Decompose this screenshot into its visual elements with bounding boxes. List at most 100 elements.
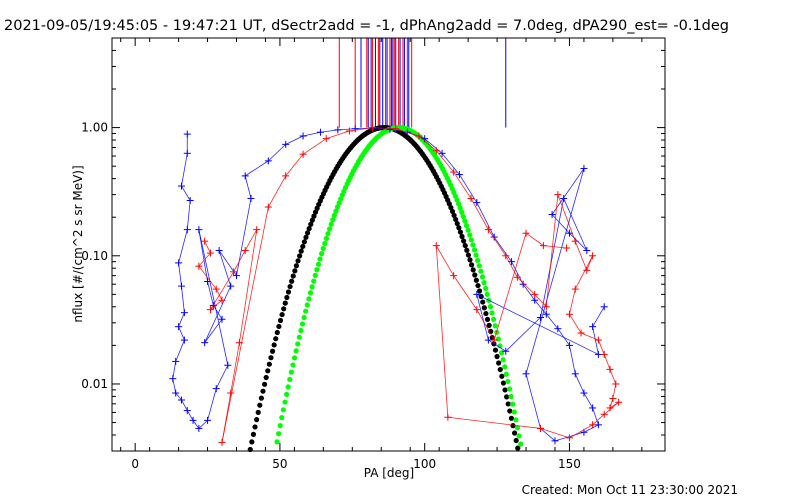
blue-trace-segment	[178, 326, 185, 341]
black-fit-point	[457, 229, 464, 235]
red-data-point	[565, 434, 573, 442]
black-fit-point	[271, 342, 277, 348]
red-data-point	[473, 306, 481, 314]
blue-data-point	[554, 325, 562, 333]
black-fit-point	[260, 388, 266, 394]
red-data-point	[606, 365, 614, 373]
blue-trace-segment	[522, 283, 536, 301]
blue-data-point	[600, 303, 608, 311]
green-fit-point	[471, 247, 478, 253]
blue-trace-segment	[204, 285, 232, 343]
green-fit-point	[502, 364, 508, 370]
black-fit-point	[468, 262, 475, 268]
red-trace-segment	[198, 252, 211, 267]
chart-title: 2021-09-05/19:45:05 - 19:47:21 UT, dSect…	[4, 18, 729, 34]
red-trace-segment	[603, 354, 611, 370]
red-trace-segment	[221, 206, 269, 443]
black-fit-point	[488, 328, 494, 335]
green-fit-point	[299, 321, 306, 327]
red-data-point	[539, 242, 547, 250]
red-data-point	[322, 135, 330, 143]
green-fit-point	[476, 263, 482, 269]
blue-data-point	[180, 336, 188, 344]
green-fit-point	[455, 201, 462, 207]
blue-data-point	[172, 389, 180, 397]
green-fit-point	[301, 314, 307, 321]
blue-trace-segment	[268, 144, 286, 162]
red-data-point	[490, 336, 498, 344]
created-timestamp: Created: Mon Oct 11 23:30:00 2021	[522, 483, 738, 497]
green-fit-point	[510, 401, 516, 407]
red-data-point	[432, 242, 440, 250]
red-trace-segment	[493, 233, 527, 341]
red-trace-segment	[574, 241, 588, 271]
red-data-point	[531, 290, 539, 298]
blue-data-point	[502, 347, 510, 355]
blue-data-point	[183, 407, 191, 415]
red-trace-segment	[453, 275, 478, 310]
green-fit-point	[492, 323, 498, 329]
red-data-point	[432, 147, 440, 155]
blue-trace-segment	[476, 294, 489, 341]
blue-data-point	[351, 125, 359, 133]
red-data-point	[563, 244, 571, 252]
black-fit-point	[265, 368, 271, 374]
vertical-markers	[338, 38, 507, 128]
black-fit-point	[277, 317, 284, 324]
green-fit-point	[323, 235, 329, 242]
red-data-point	[502, 252, 510, 260]
red-data-point	[571, 285, 579, 293]
black-fit-point	[250, 431, 257, 437]
blue-trace-segment	[192, 420, 200, 429]
red-trace-segment	[517, 276, 535, 295]
red-data-point	[235, 339, 243, 347]
black-fit-point	[292, 268, 298, 274]
blue-data-point	[589, 404, 597, 412]
black-fit-point	[249, 439, 255, 445]
red-data-point	[450, 272, 458, 280]
red-data-point	[195, 262, 203, 270]
blue-data-point	[537, 314, 545, 322]
black-fit-point	[282, 300, 288, 306]
red-trace-segment	[372, 127, 396, 130]
green-fit-point	[513, 417, 519, 423]
blue-trace-segment	[186, 410, 194, 421]
blue-trace-segment	[215, 365, 229, 389]
blue-data-point	[195, 226, 203, 234]
green-fit-point	[514, 425, 521, 431]
green-fit-point	[467, 232, 473, 238]
blue-trace-segment	[476, 294, 599, 355]
red-data-point	[542, 303, 550, 311]
red-trace-segment	[453, 171, 472, 199]
black-fit-point	[483, 310, 489, 317]
blue-data-point	[169, 375, 177, 383]
red-data-point	[264, 203, 272, 211]
blue-trace-segment	[244, 175, 252, 199]
red-data-point	[594, 336, 602, 344]
green-fit-point	[333, 208, 339, 214]
green-fit-point	[293, 348, 299, 354]
blue-data-point	[232, 272, 240, 280]
red-data-point	[600, 350, 608, 358]
blue-data-point	[519, 280, 527, 288]
blue-data-point	[438, 149, 446, 157]
blue-data-point	[227, 282, 235, 290]
green-fit-point	[325, 231, 331, 237]
green-fit-point	[282, 399, 288, 405]
blue-trace-segment	[592, 407, 599, 425]
green-fit-point	[484, 291, 490, 298]
y-tick-label: 0.01	[81, 377, 108, 391]
blue-data-point	[177, 396, 185, 404]
black-fit-point	[497, 366, 503, 373]
green-fit-point	[303, 308, 309, 314]
green-fit-point	[274, 439, 280, 445]
blue-data-point	[189, 416, 197, 424]
black-fit-point	[486, 322, 492, 328]
green-fit-point	[516, 433, 522, 439]
black-fit-point	[295, 258, 301, 264]
green-fit-point	[288, 369, 294, 375]
blue-trace-segment	[178, 229, 188, 264]
red-trace-segment	[525, 232, 544, 246]
red-trace-segment	[210, 299, 223, 310]
